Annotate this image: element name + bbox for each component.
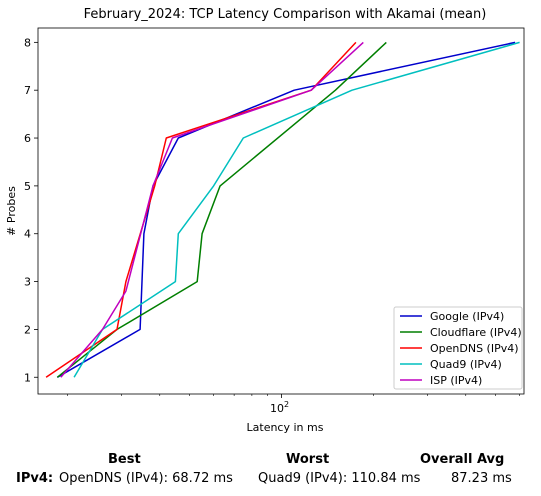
legend-label-google-ipv4: Google (IPv4) <box>430 310 504 323</box>
y-axis-label: # Probes <box>5 186 18 236</box>
latency-chart: February_2024: TCP Latency Comparison wi… <box>5 7 525 434</box>
y-tick-label: 8 <box>24 36 31 49</box>
y-tick-label: 4 <box>24 228 31 241</box>
legend: Google (IPv4) Cloudflare (IPv4) OpenDNS (I… <box>393 306 523 390</box>
worst-value: Quad9 (IPv4): 110.84 ms <box>258 471 421 486</box>
legend-label-cloudflare-ipv4: Cloudflare (IPv4) <box>430 326 522 339</box>
legend-items: Google (IPv4) Cloudflare (IPv4) OpenDNS (I… <box>400 310 522 387</box>
legend-label-isp-ipv4: ISP (IPv4) <box>430 374 482 387</box>
worst-header: Worst <box>286 452 330 467</box>
axis-ticks: 1 2 3 4 5 6 7 8 102 <box>24 36 520 415</box>
series-line-quad9-ipv4 <box>73 41 520 378</box>
y-tick-label: 6 <box>24 132 31 145</box>
y-tick-label: 1 <box>24 371 31 384</box>
legend-label-quad9-ipv4: Quad9 (IPv4) <box>430 358 502 371</box>
y-tick-label: 5 <box>24 180 31 193</box>
overall-avg-value: 87.23 ms <box>451 471 512 486</box>
series-line-isp-ipv4 <box>60 41 364 378</box>
x-axis-label: Latency in ms <box>247 421 324 434</box>
y-tick-label: 7 <box>24 84 31 97</box>
y-tick-label: 2 <box>24 323 31 336</box>
legend-label-opendns-ipv4: OpenDNS (IPv4) <box>430 342 519 355</box>
ipv4-row-label: IPv4: <box>16 471 54 486</box>
best-value: OpenDNS (IPv4): 68.72 ms <box>59 471 233 486</box>
overall-avg-header: Overall Avg <box>420 452 505 467</box>
legend-box <box>393 306 523 390</box>
chart-title: February_2024: TCP Latency Comparison wi… <box>84 7 487 22</box>
best-header: Best <box>108 452 141 467</box>
y-tick-label: 3 <box>24 276 31 289</box>
x-tick-label: 102 <box>270 400 289 415</box>
series-lines <box>45 41 520 378</box>
